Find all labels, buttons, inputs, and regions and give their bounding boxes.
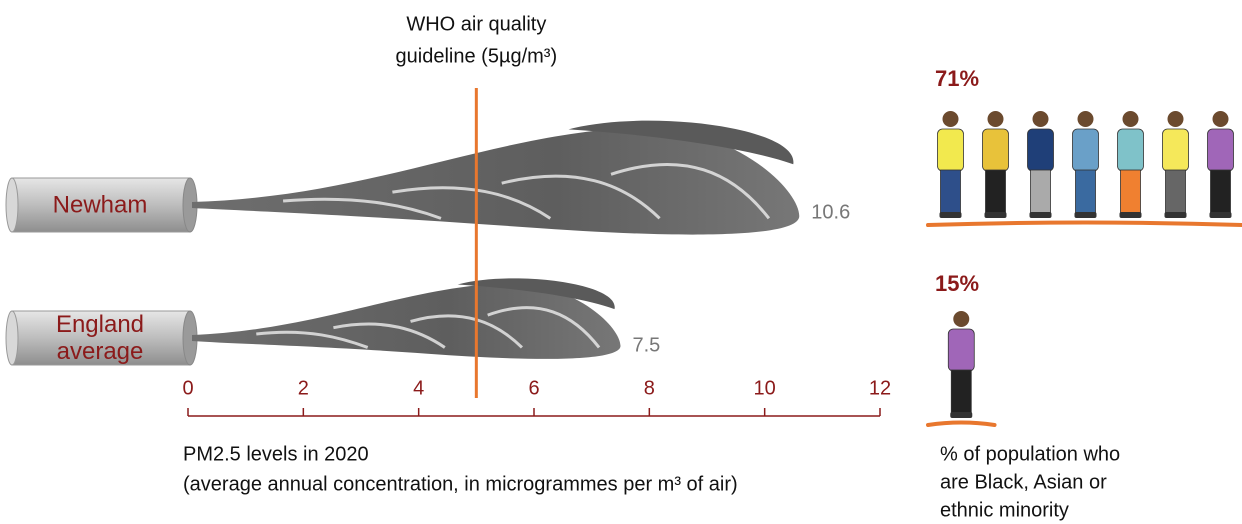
- person-body: [1028, 129, 1054, 171]
- caption: are Black, Asian or: [940, 471, 1107, 493]
- category-label: England average: [25, 311, 175, 365]
- reference-label: WHO air quality: [406, 13, 546, 35]
- value-label: 10.6: [811, 201, 850, 223]
- chart: 10.6 7.5 0 2 4 6 8 10 12 PM2.5 levels in 2020 (ave…: [0, 0, 1242, 524]
- x-tick-label: 0: [182, 377, 193, 399]
- person-legs: [1076, 170, 1096, 214]
- person-body: [948, 329, 974, 371]
- person-feet: [1210, 212, 1232, 218]
- person: [1028, 111, 1054, 218]
- person: [938, 111, 964, 218]
- x-axis-label: (average annual concentration, in microg…: [183, 473, 738, 495]
- person-legs: [986, 170, 1006, 214]
- value-label: 71%: [935, 66, 979, 91]
- person-legs: [1031, 170, 1051, 214]
- person-legs: [1121, 170, 1141, 214]
- person-feet: [1120, 212, 1142, 218]
- person-feet: [950, 412, 972, 418]
- person-body: [1208, 129, 1234, 171]
- pipe-end: [6, 311, 18, 365]
- person-head: [953, 311, 969, 327]
- ground-bar: [928, 423, 995, 426]
- person-legs: [1211, 170, 1231, 214]
- person: [1208, 111, 1234, 218]
- x-tick-label: 8: [644, 377, 655, 399]
- caption: % of population who: [940, 443, 1120, 465]
- person: [1073, 111, 1099, 218]
- caption: ethnic minority: [940, 499, 1069, 521]
- value-label: 7.5: [633, 334, 661, 356]
- x-tick-label: 6: [528, 377, 539, 399]
- value-label: 15%: [935, 271, 979, 296]
- infographic: 10.6 7.5 0 2 4 6 8 10 12 PM2.5 levels in 2020 (ave…: [0, 0, 1242, 524]
- person-head: [1168, 111, 1184, 127]
- person-legs: [951, 370, 971, 414]
- reference-label: guideline (5µg/m³): [396, 45, 558, 67]
- person-head: [1033, 111, 1049, 127]
- person-body: [938, 129, 964, 171]
- person-legs: [941, 170, 961, 214]
- person-feet: [1075, 212, 1097, 218]
- category-label: Newham: [25, 192, 175, 219]
- x-axis-label: PM2.5 levels in 2020: [183, 443, 369, 465]
- person-head: [1123, 111, 1139, 127]
- person-feet: [985, 212, 1007, 218]
- x-tick-label: 4: [413, 377, 424, 399]
- person: [948, 311, 974, 418]
- x-tick-label: 10: [754, 377, 776, 399]
- person-legs: [1166, 170, 1186, 214]
- person-feet: [1165, 212, 1187, 218]
- person: [1118, 111, 1144, 218]
- person-feet: [940, 212, 962, 218]
- person-head: [1078, 111, 1094, 127]
- person-head: [988, 111, 1004, 127]
- person-feet: [1030, 212, 1052, 218]
- person: [1163, 111, 1189, 218]
- x-tick-label: 12: [869, 377, 891, 399]
- person: [983, 111, 1009, 218]
- person-head: [943, 111, 959, 127]
- person-head: [1213, 111, 1229, 127]
- person-body: [983, 129, 1009, 171]
- pipe-end: [6, 178, 18, 232]
- person-body: [1118, 129, 1144, 171]
- ground-bar: [928, 223, 1242, 226]
- x-tick-label: 2: [298, 377, 309, 399]
- person-body: [1163, 129, 1189, 171]
- person-body: [1073, 129, 1099, 171]
